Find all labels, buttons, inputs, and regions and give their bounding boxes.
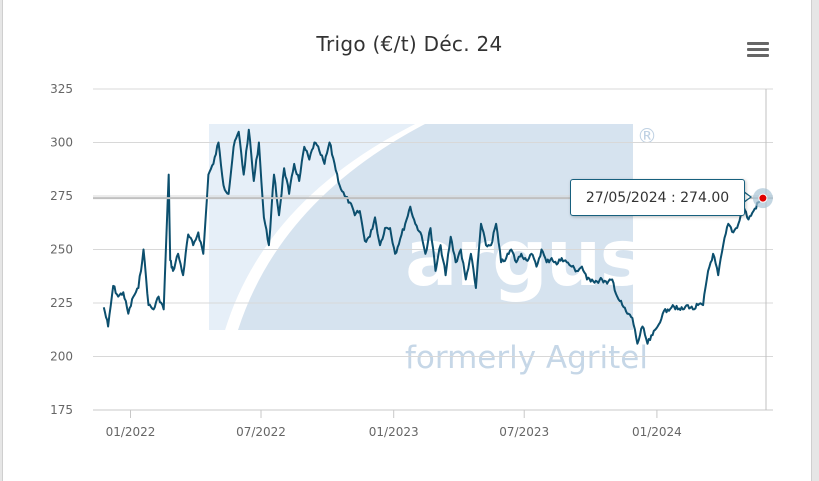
y-tick-label: 325 xyxy=(50,82,73,96)
y-tick-label: 250 xyxy=(50,243,73,257)
svg-text:formerly Agritel: formerly Agritel xyxy=(405,340,648,376)
y-tick-label: 300 xyxy=(50,136,73,150)
svg-text:®: ® xyxy=(637,124,657,148)
price-series xyxy=(102,128,764,345)
y-tick-label: 225 xyxy=(50,296,73,310)
x-tick-label: 01/2024 xyxy=(632,425,682,439)
data-point-marker xyxy=(758,193,768,203)
x-tick-label: 07/2022 xyxy=(236,425,286,439)
tooltip: 27/05/2024 : 274.00 xyxy=(570,179,745,216)
x-tick-label: 01/2022 xyxy=(106,425,156,439)
axes: 175 200 225 250 275 300 325 01/2022 07/2022 01/20… xyxy=(50,82,682,439)
y-tick-label: 175 xyxy=(50,403,73,417)
y-tick-label: 200 xyxy=(50,350,73,364)
series-line xyxy=(102,128,764,345)
x-tick-label: 07/2023 xyxy=(499,425,549,439)
x-tick-label: 01/2023 xyxy=(369,425,419,439)
y-tick-label: 275 xyxy=(50,189,73,203)
chart-title: Trigo (€/t) Déc. 24 xyxy=(316,32,503,56)
hamburger-menu-icon[interactable] xyxy=(747,42,769,60)
